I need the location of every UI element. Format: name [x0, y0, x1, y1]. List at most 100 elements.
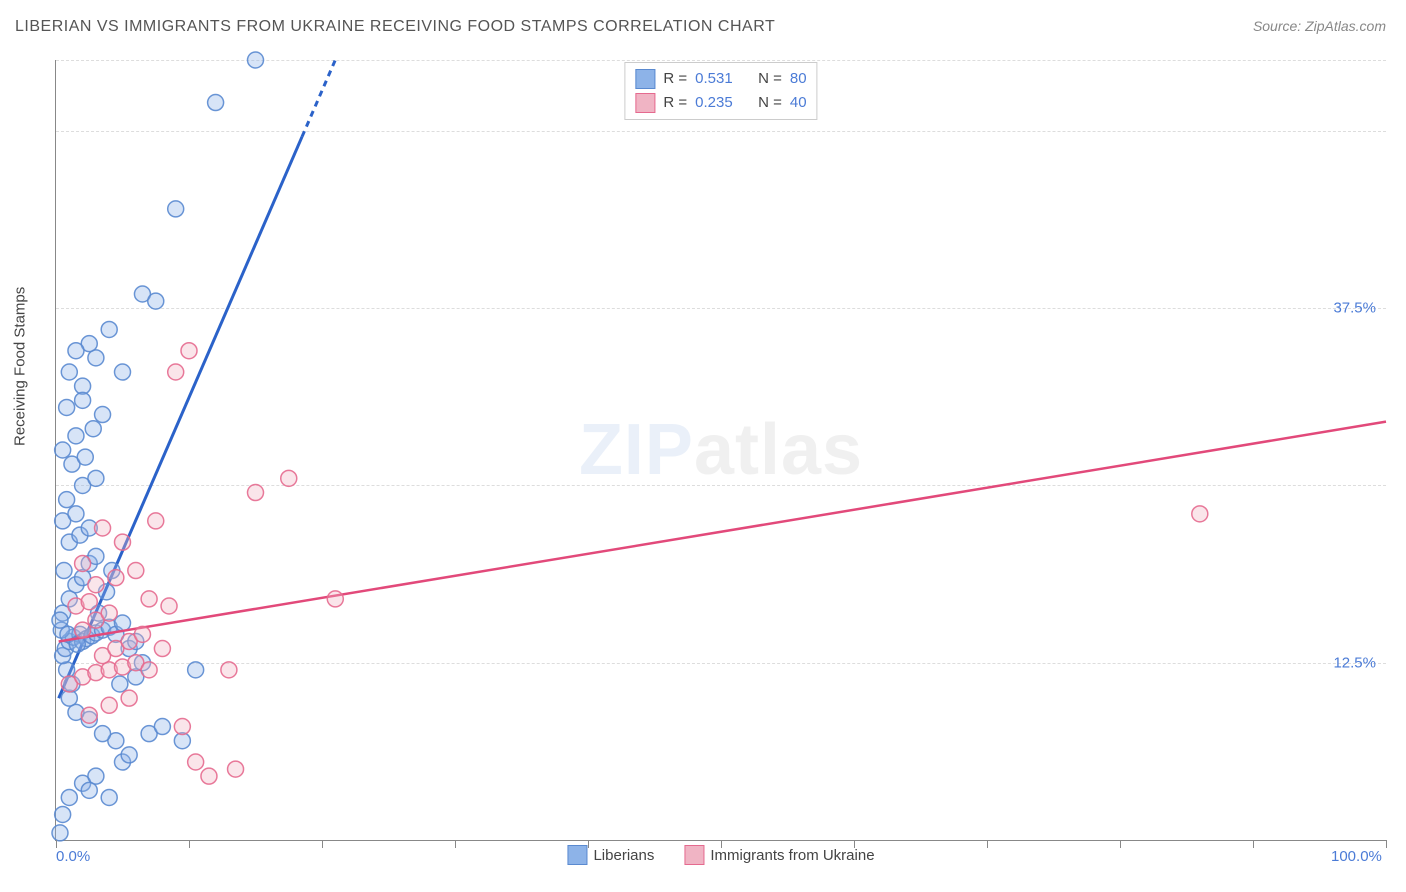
data-point	[1192, 506, 1208, 522]
plot-area: ZIPatlas R =0.531N =80R =0.235N =40 Libe…	[55, 60, 1386, 841]
x-tick	[1120, 840, 1121, 848]
data-point	[55, 442, 71, 458]
data-point	[52, 825, 68, 841]
data-point	[77, 449, 93, 465]
data-point	[59, 399, 75, 415]
data-point	[88, 577, 104, 593]
data-point	[181, 343, 197, 359]
data-point	[75, 555, 91, 571]
data-point	[148, 513, 164, 529]
data-point	[81, 594, 97, 610]
data-point	[112, 676, 128, 692]
legend-r-label: R =	[663, 91, 687, 115]
data-point	[95, 407, 111, 423]
data-point	[61, 364, 77, 380]
data-point	[81, 707, 97, 723]
trend-line-dashed	[302, 60, 335, 137]
data-point	[161, 598, 177, 614]
data-point	[221, 662, 237, 678]
legend-series: Liberians Immigrants from Ukraine	[567, 845, 874, 865]
data-point	[95, 520, 111, 536]
data-point	[248, 485, 264, 501]
data-point	[154, 641, 170, 657]
y-axis-label: Receiving Food Stamps	[12, 287, 29, 446]
data-point	[115, 364, 131, 380]
x-tick-label: 0.0%	[56, 848, 90, 865]
data-point	[88, 470, 104, 486]
data-point	[101, 697, 117, 713]
x-tick	[854, 840, 855, 848]
data-point	[95, 726, 111, 742]
legend-correlation-row: R = 0.235 N = 40	[635, 91, 806, 115]
data-point	[121, 747, 137, 763]
data-point	[141, 591, 157, 607]
legend-r-value: 0.531	[695, 67, 750, 91]
y-tick-label: 37.5%	[1333, 300, 1376, 317]
data-point	[55, 806, 71, 822]
data-point	[115, 615, 131, 631]
data-point	[115, 534, 131, 550]
legend-r-value: 0.235	[695, 91, 750, 115]
data-point	[168, 201, 184, 217]
legend-series-item: Immigrants from Ukraine	[684, 845, 874, 865]
legend-n-label: N =	[758, 91, 782, 115]
data-point	[68, 428, 84, 444]
data-point	[68, 343, 84, 359]
data-point	[101, 605, 117, 621]
legend-n-label: N =	[758, 67, 782, 91]
chart-title: LIBERIAN VS IMMIGRANTS FROM UKRAINE RECE…	[15, 18, 775, 36]
x-tick	[56, 840, 57, 848]
data-point	[88, 768, 104, 784]
data-point	[327, 591, 343, 607]
legend-correlation: R = 0.531 N = 80 R = 0.235 N = 40	[624, 62, 817, 120]
legend-series-name: Immigrants from Ukraine	[710, 847, 874, 864]
data-point	[59, 492, 75, 508]
legend-swatch	[635, 69, 655, 89]
x-tick	[987, 840, 988, 848]
legend-r-label: R =	[663, 67, 687, 91]
data-point	[101, 789, 117, 805]
data-point	[168, 364, 184, 380]
x-tick	[1253, 840, 1254, 848]
data-point	[121, 690, 137, 706]
x-tick	[189, 840, 190, 848]
chart-svg	[56, 60, 1386, 840]
data-point	[154, 719, 170, 735]
x-tick	[322, 840, 323, 848]
legend-swatch	[567, 845, 587, 865]
data-point	[68, 506, 84, 522]
data-point	[75, 622, 91, 638]
data-point	[188, 754, 204, 770]
legend-series-item: Liberians	[567, 845, 654, 865]
data-point	[85, 421, 101, 437]
y-tick-label: 12.5%	[1333, 654, 1376, 671]
x-tick	[721, 840, 722, 848]
legend-correlation-row: R = 0.531 N = 80	[635, 67, 806, 91]
data-point	[134, 626, 150, 642]
data-point	[52, 612, 68, 628]
data-point	[201, 768, 217, 784]
x-tick	[588, 840, 589, 848]
data-point	[101, 321, 117, 337]
data-point	[75, 392, 91, 408]
data-point	[148, 293, 164, 309]
legend-series-name: Liberians	[593, 847, 654, 864]
source-attribution: Source: ZipAtlas.com	[1253, 18, 1386, 34]
data-point	[188, 662, 204, 678]
legend-swatch	[635, 93, 655, 113]
x-tick	[455, 840, 456, 848]
x-tick-label: 100.0%	[1331, 848, 1382, 865]
data-point	[248, 52, 264, 68]
data-point	[281, 470, 297, 486]
x-tick	[1386, 840, 1387, 848]
data-point	[228, 761, 244, 777]
data-point	[141, 662, 157, 678]
data-point	[61, 789, 77, 805]
trend-line	[59, 422, 1386, 642]
data-point	[128, 563, 144, 579]
data-point	[208, 95, 224, 111]
legend-n-value: 40	[790, 91, 807, 115]
data-point	[174, 719, 190, 735]
data-point	[108, 570, 124, 586]
legend-n-value: 80	[790, 67, 807, 91]
